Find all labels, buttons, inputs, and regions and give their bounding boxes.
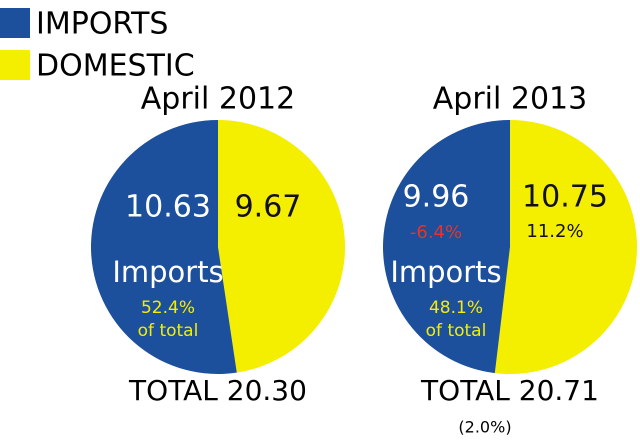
legend-label: IMPORTS — [36, 7, 168, 42]
pie-slice — [382, 120, 510, 374]
legend-label: DOMESTIC — [36, 49, 195, 84]
pie-title: April 2013 — [433, 82, 587, 117]
total-label: TOTAL 20.71 — [420, 374, 599, 407]
pie-slice — [218, 120, 345, 373]
share-label: 48.1% — [429, 298, 483, 318]
change-label: -6.4% — [410, 222, 462, 243]
slice-label: Imports — [390, 255, 501, 289]
pie-slice — [494, 120, 637, 374]
value-label: 10.75 — [522, 180, 608, 215]
legend-swatch — [0, 8, 30, 38]
change-label: 11.2% — [526, 221, 583, 242]
share-note: of total — [426, 321, 487, 341]
slice-label: Imports — [112, 255, 223, 289]
value-label: 10.63 — [125, 190, 211, 225]
total-change: (2.0%) — [458, 418, 511, 437]
value-label: 9.96 — [403, 180, 470, 215]
value-label: 9.67 — [235, 190, 302, 225]
pie-slice — [91, 120, 237, 374]
share-label: 52.4% — [141, 298, 195, 318]
legend-swatch — [0, 50, 30, 80]
total-label: TOTAL 20.30 — [128, 374, 307, 407]
pie-title: April 2012 — [141, 82, 295, 117]
share-note: of total — [138, 321, 199, 341]
